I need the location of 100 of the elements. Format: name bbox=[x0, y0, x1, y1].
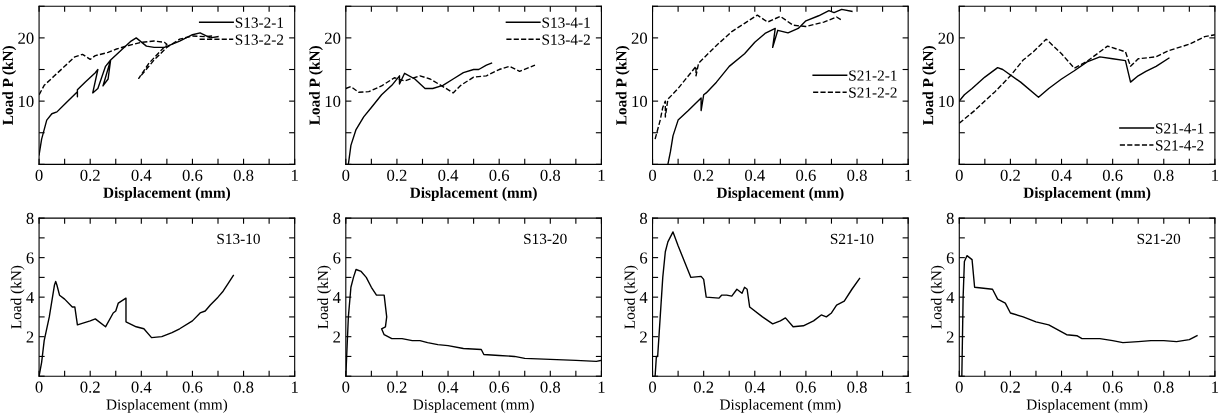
y-tick-label: 6 bbox=[333, 252, 341, 264]
x-tick-label: 0.8 bbox=[233, 381, 254, 393]
y-tick-label: 4 bbox=[639, 291, 648, 303]
x-tick-label: 0.2 bbox=[1000, 381, 1020, 393]
x-tick-label: 0.2 bbox=[693, 169, 714, 182]
y-tick-label: 10 bbox=[939, 95, 954, 108]
y-axis-title: Load (kN) bbox=[624, 265, 638, 329]
x-tick-label: 0.2 bbox=[387, 381, 407, 393]
x-axis-title: Displacement (mm) bbox=[103, 187, 231, 201]
x-tick-label: 0 bbox=[649, 381, 657, 393]
y-tick-label: 8 bbox=[333, 212, 341, 225]
y-tick-label: 8 bbox=[639, 212, 648, 225]
y-tick-label: 20 bbox=[631, 32, 648, 44]
legend-label: S21-2-2 bbox=[849, 87, 897, 98]
legend-label: S13-2-2 bbox=[235, 34, 284, 45]
x-tick-label: 0.6 bbox=[1102, 169, 1123, 182]
x-tick-label: 0.6 bbox=[182, 169, 203, 182]
legend-label: S21-4-2 bbox=[1156, 140, 1204, 151]
y-tick-label: 2 bbox=[640, 331, 647, 343]
y-axis-title: Load (kN) bbox=[317, 265, 332, 329]
x-tick-label: 0 bbox=[35, 169, 43, 181]
x-tick-label: 0.4 bbox=[745, 381, 765, 393]
x-tick-label: 0.2 bbox=[1000, 169, 1020, 182]
y-tick-label: 8 bbox=[26, 212, 34, 225]
y-axis-title: Load P (kN) bbox=[2, 46, 17, 125]
x-tick-label: 1 bbox=[905, 169, 912, 181]
x-tick-label: 0 bbox=[342, 169, 350, 181]
x-tick-label: 0.4 bbox=[438, 381, 459, 393]
x-tick-label: 0.2 bbox=[693, 381, 714, 393]
x-tick-label: 0.4 bbox=[131, 169, 152, 182]
y-tick-label: 4 bbox=[332, 291, 341, 303]
x-tick-label: 0.8 bbox=[1153, 381, 1174, 393]
x-axis-title: Displacement (mm) bbox=[410, 187, 537, 201]
x-tick-label: 1 bbox=[598, 381, 605, 393]
y-tick-label: 4 bbox=[946, 291, 955, 303]
y-axis-title: Load (kN) bbox=[930, 265, 945, 329]
x-tick-label: 0 bbox=[342, 381, 350, 393]
x-tick-label: 1 bbox=[905, 381, 912, 393]
x-tick-label: 0 bbox=[955, 381, 963, 393]
y-tick-label: 20 bbox=[325, 32, 341, 44]
y-tick-label: 2 bbox=[946, 331, 954, 343]
x-tick-label: 0 bbox=[649, 169, 657, 181]
x-tick-label: 0.2 bbox=[387, 169, 407, 182]
y-tick-label: 20 bbox=[18, 32, 34, 44]
x-tick-label: 0.8 bbox=[847, 381, 867, 393]
x-tick-label: 0.4 bbox=[1051, 169, 1072, 182]
legend-label: S13-2-1 bbox=[235, 17, 284, 28]
y-axis-title: Load P (kN) bbox=[922, 46, 937, 125]
legend-label: S21-4-1 bbox=[1156, 123, 1204, 134]
x-axis-title: Displacement (mm) bbox=[716, 187, 844, 201]
x-tick-label: 0.6 bbox=[182, 381, 203, 393]
x-tick-label: 0.8 bbox=[540, 381, 561, 393]
x-tick-label: 0.6 bbox=[1102, 381, 1123, 393]
legend-label: S21-2-1 bbox=[849, 70, 897, 81]
x-tick-label: 1 bbox=[1212, 169, 1219, 181]
x-axis-title: Displacement (mm) bbox=[1026, 398, 1148, 413]
y-tick-label: 10 bbox=[632, 95, 648, 108]
y-tick-label: 6 bbox=[640, 252, 648, 264]
x-axis-title: Displacement (mm) bbox=[719, 398, 841, 413]
x-tick-label: 0 bbox=[955, 169, 963, 181]
x-tick-label: 0.4 bbox=[745, 169, 765, 182]
y-tick-label: 4 bbox=[26, 291, 34, 303]
x-axis-title: Displacement (mm) bbox=[413, 398, 534, 413]
x-axis-title: Displacement (mm) bbox=[1023, 187, 1151, 201]
x-tick-label: 0.6 bbox=[796, 169, 816, 182]
y-tick-label: 8 bbox=[946, 212, 954, 225]
x-tick-label: 0.8 bbox=[847, 169, 867, 182]
y-axis-title: Load (kN) bbox=[10, 265, 25, 329]
x-tick-label: 1 bbox=[291, 169, 298, 181]
x-tick-label: 0.4 bbox=[131, 381, 152, 393]
y-tick-label: 2 bbox=[26, 331, 34, 343]
annotation: S13-10 bbox=[217, 233, 260, 245]
x-tick-label: 0.8 bbox=[233, 169, 254, 182]
x-tick-label: 1 bbox=[1212, 381, 1219, 393]
x-tick-label: 1 bbox=[291, 381, 298, 393]
x-tick-label: 0.2 bbox=[80, 169, 100, 182]
x-tick-label: 0.4 bbox=[1051, 381, 1072, 393]
y-axis-title: Load P (kN) bbox=[615, 46, 630, 125]
x-tick-label: 0.6 bbox=[796, 381, 816, 393]
annotation: S13-20 bbox=[524, 233, 567, 245]
x-tick-label: 0 bbox=[35, 381, 43, 393]
y-tick-label: 10 bbox=[325, 95, 341, 108]
x-tick-label: 0.8 bbox=[540, 169, 561, 182]
annotation: S21-10 bbox=[830, 233, 874, 245]
y-tick-label: 2 bbox=[333, 331, 341, 343]
annotation: S21-20 bbox=[1137, 233, 1181, 245]
x-tick-label: 0.2 bbox=[80, 381, 100, 393]
x-tick-label: 0.4 bbox=[438, 169, 459, 182]
y-tick-label: 6 bbox=[946, 252, 954, 264]
x-tick-label: 0.6 bbox=[489, 169, 510, 182]
x-axis-title: Displacement (mm) bbox=[106, 398, 228, 413]
y-axis-title: Load P (kN) bbox=[309, 46, 323, 125]
legend-label: S13-4-2 bbox=[542, 34, 590, 45]
legend-label: S13-4-1 bbox=[542, 17, 590, 28]
x-tick-label: 0.6 bbox=[489, 381, 510, 393]
y-tick-label: 20 bbox=[938, 32, 954, 44]
x-tick-label: 1 bbox=[598, 169, 605, 181]
y-tick-label: 10 bbox=[19, 95, 34, 108]
x-tick-label: 0.8 bbox=[1153, 169, 1174, 182]
y-tick-label: 6 bbox=[26, 252, 34, 264]
